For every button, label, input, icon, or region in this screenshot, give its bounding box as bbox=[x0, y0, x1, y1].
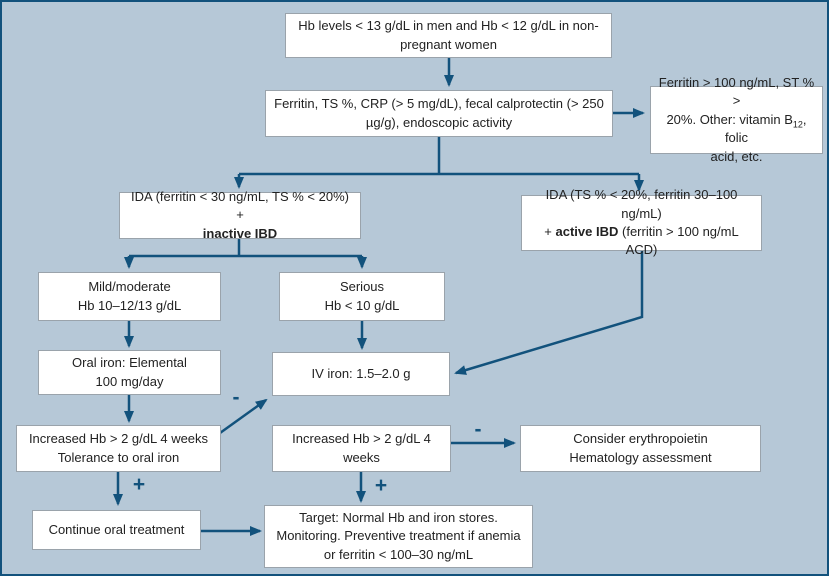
box-hb-criteria-line1: Hb levels < 13 g/dL in men and Hb < 12 g… bbox=[298, 18, 599, 34]
box-mild-line2: Hb 10–12/13 g/dL bbox=[77, 297, 182, 313]
box-increased-hb-iv-line2: weeks bbox=[343, 449, 380, 465]
box-increased-hb-iv-line1: Increased Hb > 2 g/dL 4 bbox=[292, 431, 431, 447]
box-serious-line1: Serious bbox=[339, 279, 385, 295]
connector-oral-fail-to-iv bbox=[219, 398, 268, 435]
box-oral-iron-line2: 100 mg/day bbox=[95, 373, 164, 389]
box-ida-active-ibd: IDA (TS % < 20%, ferritin 30–100 ng/mL) … bbox=[521, 187, 762, 257]
box-iv-iron: IV iron: 1.5–2.0 g bbox=[272, 352, 450, 396]
box-mild-line1: Mild/moderate bbox=[88, 279, 171, 295]
minus-label-iv-failure: - bbox=[474, 418, 482, 441]
box-ida-inactive-line2: inactive IBD bbox=[202, 225, 278, 241]
box-workup-line1: Ferritin, TS %, CRP (> 5 mg/dL), fecal c… bbox=[274, 96, 604, 112]
box-target: Target: Normal Hb and iron stores. Monit… bbox=[264, 505, 533, 568]
box-ida-active-line2: + active IBD (ferritin > 100 ng/mL ACD) bbox=[544, 224, 739, 258]
box-target-line2: Monitoring. Preventive treatment if anem… bbox=[276, 528, 521, 544]
box-epo-line2: Hematology assessment bbox=[569, 449, 712, 465]
vitamin-b12-subscript: 12 bbox=[792, 119, 803, 130]
box-mild-moderate: Mild/moderate Hb 10–12/13 g/dL bbox=[38, 272, 221, 321]
box-ida-inactive-ibd: IDA (ferritin < 30 ng/mL, TS % < 20%) + … bbox=[119, 189, 361, 241]
box-serious: Serious Hb < 10 g/dL bbox=[279, 272, 445, 321]
box-hb-criteria: Hb levels < 13 g/dL in men and Hb < 12 g… bbox=[285, 13, 612, 58]
box-continue-oral-text: Continue oral treatment bbox=[48, 521, 185, 537]
box-target-line3: or ferritin < 100–30 ng/mL bbox=[323, 546, 474, 562]
box-iv-iron-text: IV iron: 1.5–2.0 g bbox=[311, 365, 411, 381]
connector-active-to-iv bbox=[454, 251, 644, 375]
box-hb-criteria-line2: pregnant women bbox=[400, 36, 497, 52]
box-continue-oral-treatment: Continue oral treatment bbox=[32, 510, 201, 550]
box-acd-line3: acid, etc. bbox=[710, 148, 763, 164]
box-acd-line2: 20%. Other: vitamin B12, folic bbox=[666, 111, 807, 146]
box-acd-other-causes: Ferritin > 100 ng/mL, ST % > 20%. Other:… bbox=[650, 75, 823, 164]
box-increased-hb-oral: Increased Hb > 2 g/dL 4 weeks Tolerance … bbox=[16, 425, 221, 472]
plus-label-oral-response: + bbox=[132, 473, 146, 496]
box-increased-hb-oral-line2: Tolerance to oral iron bbox=[57, 449, 180, 465]
connector-workup-split bbox=[239, 137, 639, 176]
box-oral-iron-line1: Oral iron: Elemental bbox=[72, 355, 187, 371]
box-acd-line1: Ferritin > 100 ng/mL, ST % > bbox=[658, 74, 815, 109]
box-ida-inactive-line1: IDA (ferritin < 30 ng/mL, TS % < 20%) + bbox=[131, 188, 349, 223]
box-workup-line2: µg/g), endoscopic activity bbox=[365, 114, 513, 130]
box-ida-active-line1: IDA (TS % < 20%, ferritin 30–100 ng/mL) bbox=[545, 187, 738, 221]
box-increased-hb-iv: Increased Hb > 2 g/dL 4 weeks bbox=[272, 425, 451, 472]
box-workup: Ferritin, TS %, CRP (> 5 mg/dL), fecal c… bbox=[265, 90, 613, 137]
box-increased-hb-oral-line1: Increased Hb > 2 g/dL 4 weeks bbox=[28, 431, 209, 447]
box-serious-line2: Hb < 10 g/dL bbox=[324, 297, 400, 313]
box-target-line1: Target: Normal Hb and iron stores. bbox=[299, 509, 498, 525]
minus-label-oral-failure: - bbox=[232, 386, 240, 409]
box-oral-iron: Oral iron: Elemental 100 mg/day bbox=[38, 350, 221, 395]
box-epo-line1: Consider erythropoietin bbox=[573, 431, 708, 447]
plus-label-iv-response: + bbox=[374, 474, 388, 497]
box-consider-erythropoietin: Consider erythropoietin Hematology asses… bbox=[520, 425, 761, 472]
connector-inactive-split bbox=[129, 239, 362, 258]
